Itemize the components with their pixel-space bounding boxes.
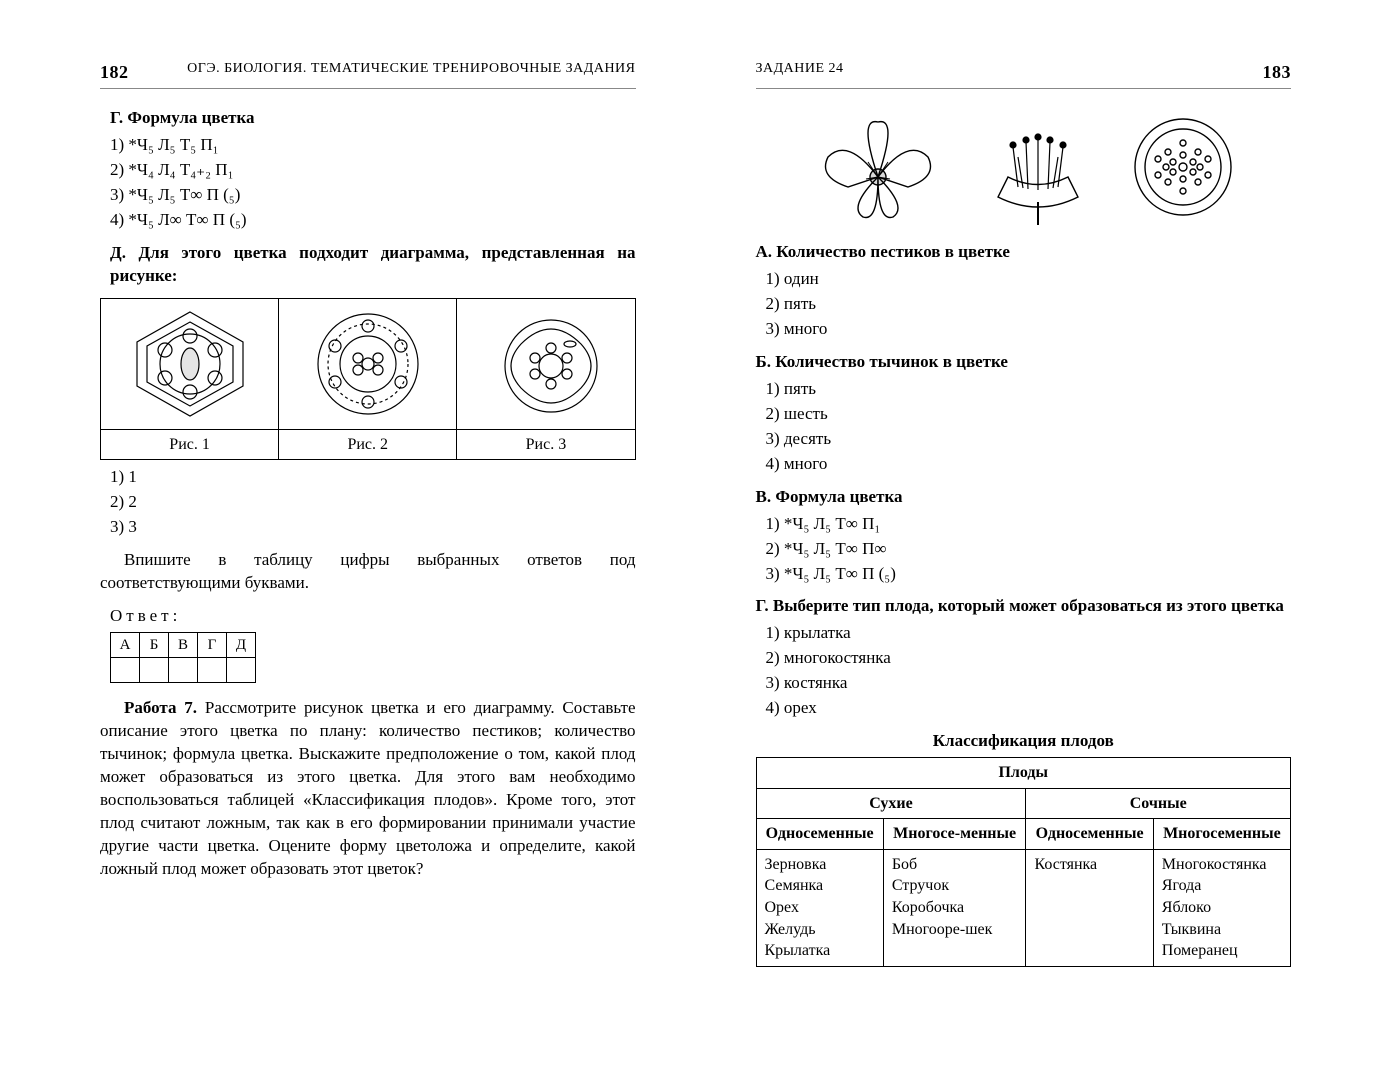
list-item: 4) орех [766,697,1292,720]
answer-cell[interactable] [169,658,198,683]
page-right: ЗАДАНИЕ 24 183 [696,0,1391,1080]
list-item: 3) десять [766,428,1292,451]
list-item: 1) *Ч₅ Л₅ Т∞ П₁ [766,513,1292,536]
section-a-list: 1) один 2) пять 3) много [766,268,1292,341]
list-item: 3) 3 [110,516,636,539]
list-item: 3) *Ч₅ Л₅ Т∞ П (₅) [766,563,1292,586]
fruits-subhead: Многосеменные [1153,819,1290,850]
answer-cell[interactable] [227,658,256,683]
section-d-list: 1) 1 2) 2 3) 3 [110,466,636,539]
page-left: 182 ОГЭ. БИОЛОГИЯ. ТЕМАТИЧЕСКИЕ ТРЕНИРОВ… [0,0,696,1080]
list-item: 3) костянка [766,672,1292,695]
section-b-heading: Б. Количество тычинок в цветке [756,351,1292,374]
list-item: 4) много [766,453,1292,476]
answer-col-head: Б [140,633,169,658]
fruits-table: Плоды Сухие Сочные Односеменные Многосе-… [756,757,1292,967]
fruits-cell: Зерновка Семянка Орех Желудь Крылатка [756,849,883,966]
section-g-list: 1) *Ч₅ Л₅ Т₅ П₁ 2) *Ч₄ Л₄ Т₄₊₂ П₁ 3) *Ч₅… [110,134,636,232]
list-item: 2) 2 [110,491,636,514]
answer-cell[interactable] [140,658,169,683]
flower-diagram-right [1128,107,1238,227]
fruits-head-juicy: Сочные [1026,788,1291,819]
fruits-subhead: Односеменные [756,819,883,850]
list-item: 1) *Ч₅ Л₅ Т₅ П₁ [110,134,636,157]
section-g2-list: 1) крылатка 2) многокостянка 3) костянка… [766,622,1292,720]
answer-col-head: А [111,633,140,658]
list-item: 2) *Ч₄ Л₄ Т₄₊₂ П₁ [110,159,636,182]
diagram-cell-2: Рис. 2 [279,299,457,460]
answer-col-head: В [169,633,198,658]
answer-col-head: Г [198,633,227,658]
fruits-cell: Многокостянка Ягода Яблоко Тыквина Помер… [1153,849,1290,966]
list-item: 3) много [766,318,1292,341]
answer-cell[interactable] [111,658,140,683]
section-d-heading: Д. Для этого цветка подходит диаграмма, … [110,242,636,288]
section-g2-heading: Г. Выберите тип плода, который может обр… [756,595,1292,618]
flower-diagram-3 [457,299,634,429]
fruits-table-title: Классификация плодов [756,730,1292,753]
running-head-right: ЗАДАНИЕ 24 183 [756,60,1292,89]
diagram-row: Рис. 1 [100,298,636,461]
section-v-heading: В. Формула цветка [756,486,1292,509]
fruits-head-dry: Сухие [756,788,1026,819]
work7-text: Работа 7. Рассмотрите рисунок цветка и е… [100,697,636,881]
list-item: 2) пять [766,293,1292,316]
section-v-list: 1) *Ч₅ Л₅ Т∞ П₁ 2) *Ч₅ Л₅ Т∞ П∞ 3) *Ч₅ Л… [766,513,1292,586]
diagram-cell-1: Рис. 1 [101,299,279,460]
flower-diagram-2 [279,299,456,429]
diagram-label: Рис. 3 [457,429,634,460]
flower-drawing-2 [968,107,1108,227]
list-item: 1) крылатка [766,622,1292,645]
answer-cell[interactable] [198,658,227,683]
page-number-left: 182 [100,60,129,84]
list-item: 2) многокостянка [766,647,1292,670]
section-b-list: 1) пять 2) шесть 3) десять 4) много [766,378,1292,476]
answer-label: Ответ: [110,605,636,628]
diagram-cell-3: Рис. 3 [457,299,634,460]
list-item: 1) 1 [110,466,636,489]
page-spread: 182 ОГЭ. БИОЛОГИЯ. ТЕМАТИЧЕСКИЕ ТРЕНИРОВ… [0,0,1391,1080]
running-title-right: ЗАДАНИЕ 24 [756,60,844,84]
flower-drawing-1 [808,107,948,227]
running-title-left: ОГЭ. БИОЛОГИЯ. ТЕМАТИЧЕСКИЕ ТРЕНИРОВОЧНЫ… [187,60,635,84]
list-item: 3) *Ч₅ Л₅ Т∞ П (₅) [110,184,636,207]
work7-body: Рассмотрите рисунок цветка и его диаграм… [100,698,636,878]
diagram-label: Рис. 2 [279,429,456,460]
fruits-head-all: Плоды [756,758,1291,789]
fruits-subhead: Односеменные [1026,819,1153,850]
list-item: 2) *Ч₅ Л₅ Т∞ П∞ [766,538,1292,561]
diagram-label: Рис. 1 [101,429,278,460]
flower-diagram-1 [101,299,278,429]
list-item: 1) пять [766,378,1292,401]
list-item: 4) *Ч₅ Л∞ Т∞ П (₅) [110,209,636,232]
fruits-subhead: Многосе-менные [883,819,1026,850]
section-g-heading: Г. Формула цветка [110,107,636,130]
fruits-cell: Костянка [1026,849,1153,966]
instruction-text: Впишите в таблицу цифры выбранных ответо… [100,549,636,595]
page-number-right: 183 [1263,60,1292,84]
section-a-heading: А. Количество пестиков в цветке [756,241,1292,264]
fruits-cell: Боб Стручок Коробочка Многооре-шек [883,849,1026,966]
answer-grid: А Б В Г Д [110,632,256,683]
running-head-left: 182 ОГЭ. БИОЛОГИЯ. ТЕМАТИЧЕСКИЕ ТРЕНИРОВ… [100,60,636,89]
work7-label: Работа 7. [124,698,197,717]
list-item: 2) шесть [766,403,1292,426]
list-item: 1) один [766,268,1292,291]
answer-col-head: Д [227,633,256,658]
flower-illustrations [756,107,1292,227]
